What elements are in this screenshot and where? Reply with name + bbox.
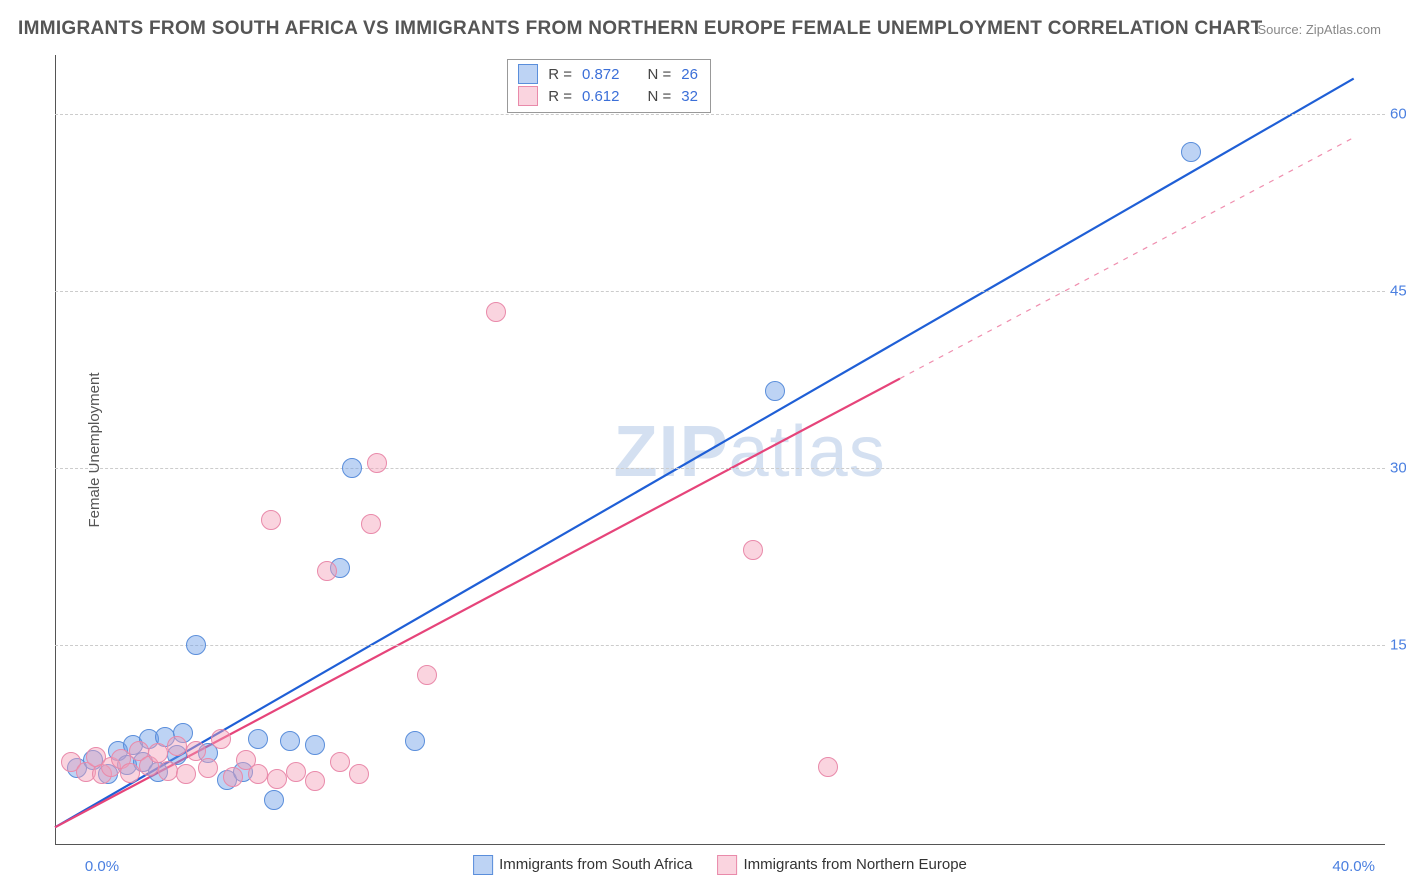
data-point: [286, 762, 306, 782]
legend-item-series2: Immigrants from Northern Europe: [717, 855, 966, 875]
data-point: [765, 381, 785, 401]
data-point: [120, 763, 140, 783]
x-tick-label: 40.0%: [1332, 858, 1375, 875]
data-point: [361, 514, 381, 534]
data-point: [186, 635, 206, 655]
correlation-legend-box: R = 0.872 N = 26 R = 0.612 N = 32: [507, 59, 711, 113]
data-point: [818, 757, 838, 777]
data-point: [264, 790, 284, 810]
correlation-legend-row: R = 0.612 N = 32: [518, 86, 698, 106]
n-label: N =: [648, 88, 672, 105]
gridline: [55, 114, 1385, 115]
y-tick-label: 60.0%: [1390, 105, 1406, 122]
legend-swatch-series1: [473, 855, 493, 875]
data-point: [280, 731, 300, 751]
data-point: [417, 665, 437, 685]
n-value: 26: [681, 66, 698, 83]
data-point: [186, 741, 206, 761]
legend-label-series1: Immigrants from South Africa: [499, 856, 692, 873]
data-point: [743, 540, 763, 560]
data-point: [167, 736, 187, 756]
data-point: [486, 302, 506, 322]
y-tick-label: 45.0%: [1390, 282, 1406, 299]
plot-axes: [55, 55, 1385, 845]
data-point: [198, 758, 218, 778]
data-point: [1181, 142, 1201, 162]
data-point: [261, 510, 281, 530]
data-point: [317, 561, 337, 581]
r-label: R =: [548, 88, 572, 105]
gridline: [55, 645, 1385, 646]
data-point: [267, 769, 287, 789]
y-tick-label: 15.0%: [1390, 636, 1406, 653]
y-tick-label: 30.0%: [1390, 459, 1406, 476]
data-point: [223, 767, 243, 787]
data-point: [248, 764, 268, 784]
data-point: [342, 458, 362, 478]
gridline: [55, 468, 1385, 469]
legend-swatch-icon: [518, 86, 538, 106]
n-value: 32: [681, 88, 698, 105]
source-label: Source:: [1257, 22, 1305, 37]
data-point: [211, 729, 231, 749]
series-legend: Immigrants from South Africa Immigrants …: [473, 855, 967, 875]
data-point: [158, 761, 178, 781]
gridline: [55, 291, 1385, 292]
data-point: [305, 771, 325, 791]
legend-swatch-series2: [717, 855, 737, 875]
r-value: 0.612: [582, 88, 620, 105]
data-point: [367, 453, 387, 473]
n-label: N =: [648, 66, 672, 83]
data-point: [330, 752, 350, 772]
y-axis-label: Female Unemployment: [86, 372, 103, 527]
legend-item-series1: Immigrants from South Africa: [473, 855, 692, 875]
data-point: [349, 764, 369, 784]
chart-title: IMMIGRANTS FROM SOUTH AFRICA VS IMMIGRAN…: [18, 18, 1263, 40]
source-attribution: Source: ZipAtlas.com: [1257, 22, 1381, 37]
legend-swatch-icon: [518, 64, 538, 84]
scatter-plot: Female Unemployment ZIPatlas R = 0.872N …: [55, 55, 1385, 845]
x-tick-label: 0.0%: [85, 858, 119, 875]
source-link[interactable]: ZipAtlas.com: [1306, 22, 1381, 37]
legend-label-series2: Immigrants from Northern Europe: [743, 856, 966, 873]
data-point: [405, 731, 425, 751]
data-point: [176, 764, 196, 784]
data-point: [305, 735, 325, 755]
correlation-legend-row: R = 0.872 N = 26: [518, 64, 698, 84]
r-value: 0.872: [582, 66, 620, 83]
r-label: R =: [548, 66, 572, 83]
data-point: [248, 729, 268, 749]
